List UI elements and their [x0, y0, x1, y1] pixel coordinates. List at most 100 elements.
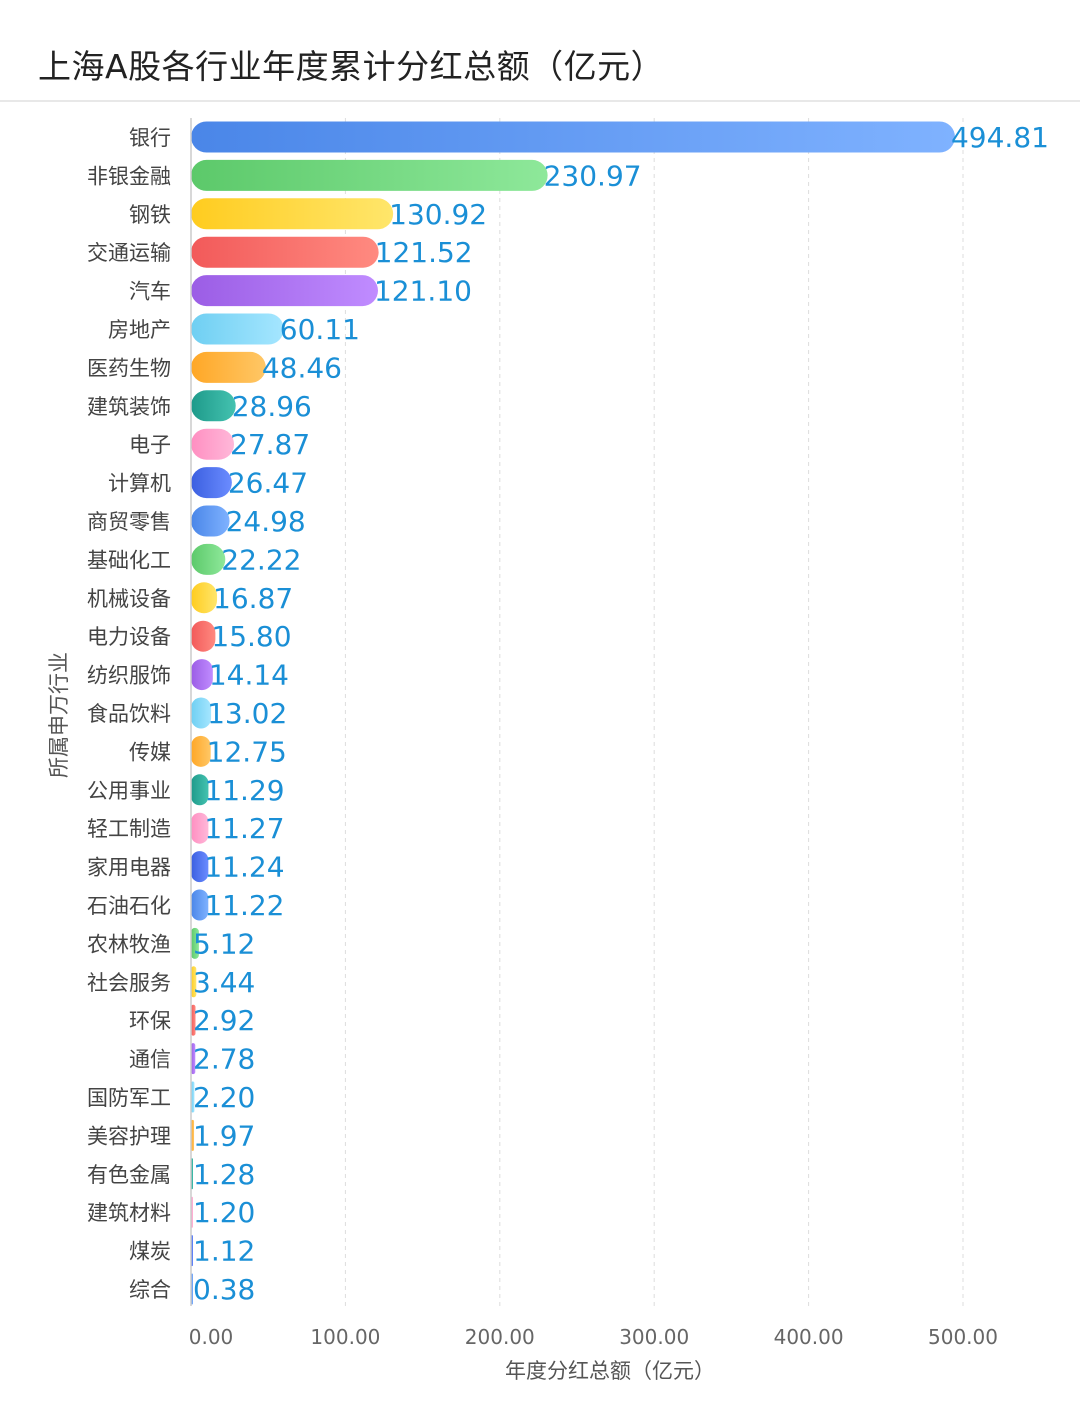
category-label: 汽车 [129, 280, 171, 304]
category-label: 建筑装饰 [87, 395, 171, 419]
category-label: 机械设备 [87, 587, 171, 611]
category-labels: 银行非银金融钢铁交通运输汽车房地产医药生物建筑装饰电子计算机商贸零售基础化工机械… [87, 126, 171, 1302]
category-label: 家用电器 [87, 856, 171, 880]
value-label: 60.11 [280, 313, 360, 346]
value-label: 1.28 [193, 1158, 255, 1191]
value-label: 130.92 [389, 198, 487, 231]
bar [191, 543, 226, 575]
bar [191, 966, 197, 998]
bar [191, 121, 955, 153]
category-label: 环保 [129, 1009, 171, 1033]
category-label: 传媒 [129, 740, 171, 764]
value-label: 13.02 [207, 697, 287, 730]
value-label: 22.22 [221, 543, 301, 576]
bar [191, 198, 394, 230]
category-label: 纺织服饰 [87, 664, 171, 688]
x-tick-label: 300.00 [619, 1325, 689, 1349]
value-label: 11.22 [204, 889, 284, 922]
bar [191, 390, 236, 422]
category-label: 建筑材料 [87, 1201, 171, 1225]
bar [191, 659, 213, 691]
bar [191, 927, 199, 959]
value-label: 1.20 [193, 1196, 255, 1229]
y-axis-title: 所属申万行业 [47, 652, 71, 778]
bar [191, 1119, 195, 1151]
value-label: 5.12 [193, 927, 255, 960]
bar [191, 1043, 196, 1075]
bar [191, 774, 209, 806]
value-label: 14.14 [209, 659, 289, 692]
bar [191, 505, 230, 537]
value-labels: 494.81 230.97 130.92 121.52 121.10 60.11 48.46… [193, 121, 1049, 1306]
value-label: 2.20 [193, 1081, 255, 1114]
bar [191, 889, 209, 921]
bar [191, 467, 232, 499]
value-label: 121.52 [375, 236, 473, 269]
category-label: 钢铁 [129, 203, 171, 227]
value-label: 3.44 [193, 966, 255, 999]
category-label: 通信 [129, 1048, 171, 1072]
value-label: 11.29 [204, 774, 284, 807]
category-label: 食品饮料 [87, 702, 171, 726]
value-label: 230.97 [544, 159, 642, 192]
value-label: 11.24 [204, 851, 284, 884]
category-label: 国防军工 [87, 1086, 171, 1110]
x-tick-label: 500.00 [928, 1325, 998, 1349]
category-label: 计算机 [108, 472, 171, 496]
bars [191, 121, 955, 1305]
category-label: 非银金融 [87, 164, 171, 188]
x-tick-label: 0.00 [189, 1325, 234, 1349]
x-tick-label: 200.00 [465, 1325, 535, 1349]
category-label: 公用事业 [87, 779, 171, 803]
value-label: 2.92 [193, 1004, 255, 1037]
category-label: 商贸零售 [87, 510, 171, 534]
category-label: 基础化工 [87, 548, 171, 572]
value-label: 0.38 [193, 1273, 255, 1306]
category-label: 电子 [129, 433, 171, 457]
bar [191, 812, 209, 844]
bar [191, 1081, 195, 1113]
gridlines [344, 118, 964, 1306]
category-label: 电力设备 [87, 625, 171, 649]
category-label: 轻工制造 [87, 817, 171, 841]
category-label: 房地产 [108, 318, 171, 342]
value-label: 11.27 [204, 812, 284, 845]
value-label: 12.75 [207, 735, 287, 768]
value-label: 121.10 [374, 275, 472, 308]
x-tick-label: 100.00 [310, 1325, 380, 1349]
x-axis-title: 年度分红总额（亿元） [505, 1359, 715, 1383]
bar [191, 582, 218, 614]
bar [191, 851, 209, 883]
bar [191, 620, 216, 652]
bar [191, 351, 266, 383]
category-label: 社会服务 [87, 971, 171, 995]
category-label: 美容护理 [87, 1124, 171, 1148]
value-label: 1.97 [193, 1119, 255, 1152]
x-tick-label: 400.00 [774, 1325, 844, 1349]
category-label: 综合 [129, 1278, 171, 1302]
value-label: 1.12 [193, 1235, 255, 1268]
value-label: 2.78 [193, 1043, 255, 1076]
category-label: 有色金属 [87, 1163, 171, 1187]
category-label: 石油石化 [87, 894, 171, 918]
category-label: 农林牧渔 [87, 932, 171, 956]
bar [191, 1004, 196, 1036]
bar [191, 428, 235, 460]
value-label: 26.47 [228, 467, 308, 500]
title-divider [0, 100, 1080, 102]
value-label: 494.81 [951, 121, 1049, 154]
x-tick-labels: 0.00 100.00 200.00 300.00 400.00 500.00 [189, 1325, 998, 1349]
value-label: 48.46 [262, 351, 342, 384]
bar [191, 735, 211, 767]
chart-title: 上海A股各行业年度累计分红总额（亿元） [38, 47, 665, 86]
category-label: 煤炭 [129, 1240, 171, 1264]
bar [191, 236, 379, 268]
bar [191, 313, 284, 345]
value-label: 28.96 [232, 390, 312, 423]
bar [191, 275, 378, 307]
value-label: 15.80 [211, 620, 291, 653]
category-label: 医药生物 [87, 356, 171, 380]
bar [191, 159, 548, 191]
category-label: 交通运输 [87, 241, 171, 265]
